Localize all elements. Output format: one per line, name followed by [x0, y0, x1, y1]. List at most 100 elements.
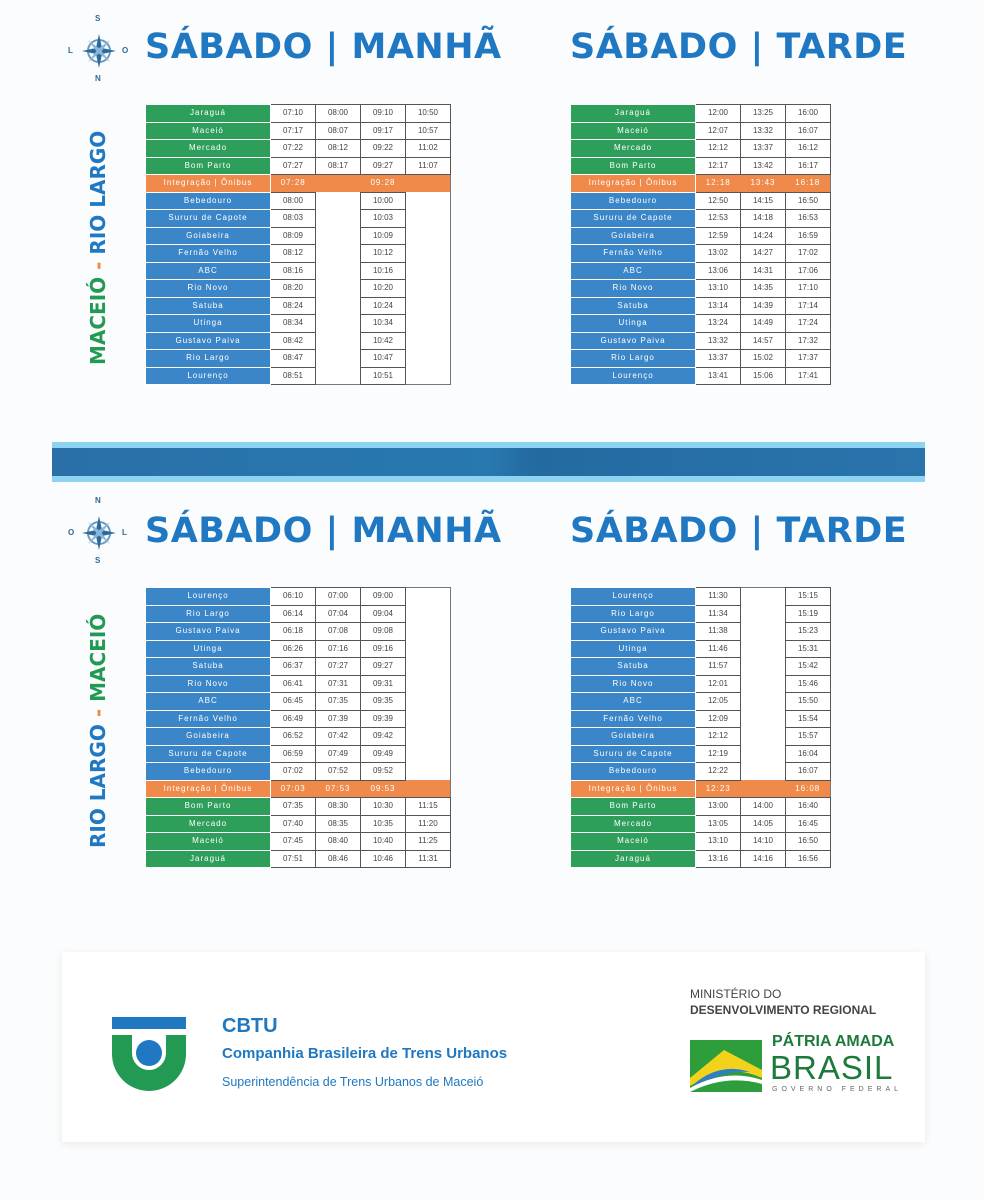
table-row: Lourenço 11:30 15:15: [570, 587, 831, 606]
departure-time: 16:18: [785, 174, 831, 192]
departure-time: 08:03: [270, 209, 316, 228]
table-row: Bebedouro 12:50 14:15 16:50: [570, 191, 831, 210]
government-slogan: PÁTRIA AMADA: [772, 1033, 895, 1050]
table-row: Lourenço 06:10 07:00 09:00: [145, 587, 451, 606]
departure-time: 08:42: [270, 331, 316, 350]
compass-right-label: O: [122, 46, 129, 55]
departure-time: 10:03: [360, 209, 406, 228]
departure-time: 12:17: [695, 156, 741, 175]
departure-time: 06:41: [270, 674, 316, 693]
empty-cell: [316, 280, 361, 298]
empty-cell: [741, 605, 786, 623]
station-name: Bebedouro: [145, 762, 271, 781]
route-to: RIO LARGO: [86, 130, 110, 255]
departure-time: 11:20: [405, 814, 451, 833]
departure-time: 10:40: [360, 832, 406, 851]
station-name: Rio Novo: [570, 279, 696, 298]
departure-time: 14:15: [740, 191, 786, 210]
table-row: Jaraguá 07:51 08:46 10:46 11:31: [145, 849, 451, 868]
departure-time: 14:39: [740, 296, 786, 315]
empty-cell: [406, 350, 451, 368]
departure-time: 06:59: [270, 744, 316, 763]
table-row: Gustavo Paiva 06:18 07:08 09:08: [145, 622, 451, 641]
departure-time: 09:28: [360, 174, 406, 192]
table-row: Goiabeira 12:12 15:57: [570, 727, 831, 746]
timetable: Lourenço 06:10 07:00 09:00 Rio Largo 06:14 07:…: [145, 587, 451, 868]
departure-time: 13:10: [695, 832, 741, 851]
station-name: Rio Largo: [145, 604, 271, 623]
table-row: Bom Parto 07:27 08:17 09:27 11:07: [145, 156, 451, 175]
departure-time: 07:10: [270, 104, 316, 123]
station-name: Bom Parto: [145, 797, 271, 816]
empty-cell: [316, 350, 361, 368]
departure-time: 12:12: [695, 727, 741, 746]
departure-time: 08:16: [270, 261, 316, 280]
empty-cell: [406, 605, 451, 623]
departure-time: 10:16: [360, 261, 406, 280]
station-name: Lourenço: [145, 587, 271, 606]
departure-time: 11:15: [405, 797, 451, 816]
ministry-line1: MINISTÉRIO DO: [690, 987, 782, 1001]
empty-cell: [406, 763, 451, 781]
departure-time: 15:19: [785, 604, 831, 623]
departure-time: 07:17: [270, 121, 316, 140]
departure-time: 16:07: [785, 121, 831, 140]
departure-time: 16:40: [785, 797, 831, 816]
departure-time: 08:20: [270, 279, 316, 298]
station-name: Jaraguá: [570, 104, 696, 123]
departure-time: 09:31: [360, 674, 406, 693]
departure-time: 08:00: [270, 191, 316, 210]
table-row: Utinga 13:24 14:49 17:24: [570, 314, 831, 333]
station-name: ABC: [570, 261, 696, 280]
cbtu-full-name: Companhia Brasileira de Trens Urbanos: [222, 1045, 508, 1062]
empty-cell: [741, 710, 786, 728]
departure-time: 16:07: [785, 762, 831, 781]
departure-time: 08:12: [270, 244, 316, 263]
departure-time: 13:37: [695, 349, 741, 368]
departure-time: 07:45: [270, 832, 316, 851]
table-row: Rio Novo 08:20 10:20: [145, 279, 451, 298]
departure-time: 10:34: [360, 314, 406, 333]
station-name: Utinga: [145, 314, 271, 333]
empty-cell: [406, 675, 451, 693]
station-name: Maceió: [570, 121, 696, 140]
departure-time: 08:17: [315, 156, 361, 175]
station-name: Integração | Ônibus: [570, 779, 696, 798]
departure-time: 12:22: [695, 762, 741, 781]
departure-time: 07:02: [270, 762, 316, 781]
departure-time: 14:24: [740, 226, 786, 245]
compass-left-label: L: [68, 46, 73, 55]
empty-cell: [406, 245, 451, 263]
departure-time: 09:49: [360, 744, 406, 763]
table-row: Integração | Ônibus 12:18 13:43 16:18: [570, 174, 831, 193]
departure-time: 17:24: [785, 314, 831, 333]
departure-time: 13:25: [740, 104, 786, 123]
government-country: BRASIL: [770, 1049, 894, 1086]
departure-time: 12:09: [695, 709, 741, 728]
departure-time: 11:30: [695, 587, 741, 606]
station-name: Satuba: [570, 657, 696, 676]
departure-time: 07:53: [315, 780, 361, 798]
station-name: ABC: [570, 692, 696, 711]
table-row: Lourenço 08:51 10:51: [145, 366, 451, 385]
departure-time: 13:41: [695, 366, 741, 385]
station-name: Rio Novo: [145, 279, 271, 298]
table-row: Goiabeira 06:52 07:42 09:42: [145, 727, 451, 746]
departure-time: 08:00: [315, 104, 361, 123]
station-name: Gustavo Paiva: [570, 622, 696, 641]
station-name: Rio Largo: [570, 349, 696, 368]
schedule-title: SÁBADO | TARDE: [570, 511, 908, 551]
table-row: Fernão Velho 12:09 15:54: [570, 709, 831, 728]
departure-time: 13:10: [695, 279, 741, 298]
station-name: Rio Largo: [570, 604, 696, 623]
cbtu-subtitle: Superintendência de Trens Urbanos de Mac…: [222, 1075, 484, 1089]
departure-time: 12:01: [695, 674, 741, 693]
station-name: Satuba: [145, 657, 271, 676]
departure-time: 14:31: [740, 261, 786, 280]
table-row: Integração | Ônibus 07:03 07:53 09:53: [145, 779, 451, 798]
departure-time: 17:37: [785, 349, 831, 368]
departure-time: 12:05: [695, 692, 741, 711]
route-separator: -: [86, 708, 110, 718]
empty-cell: [740, 780, 786, 798]
table-row: Utinga 06:26 07:16 09:16: [145, 639, 451, 658]
